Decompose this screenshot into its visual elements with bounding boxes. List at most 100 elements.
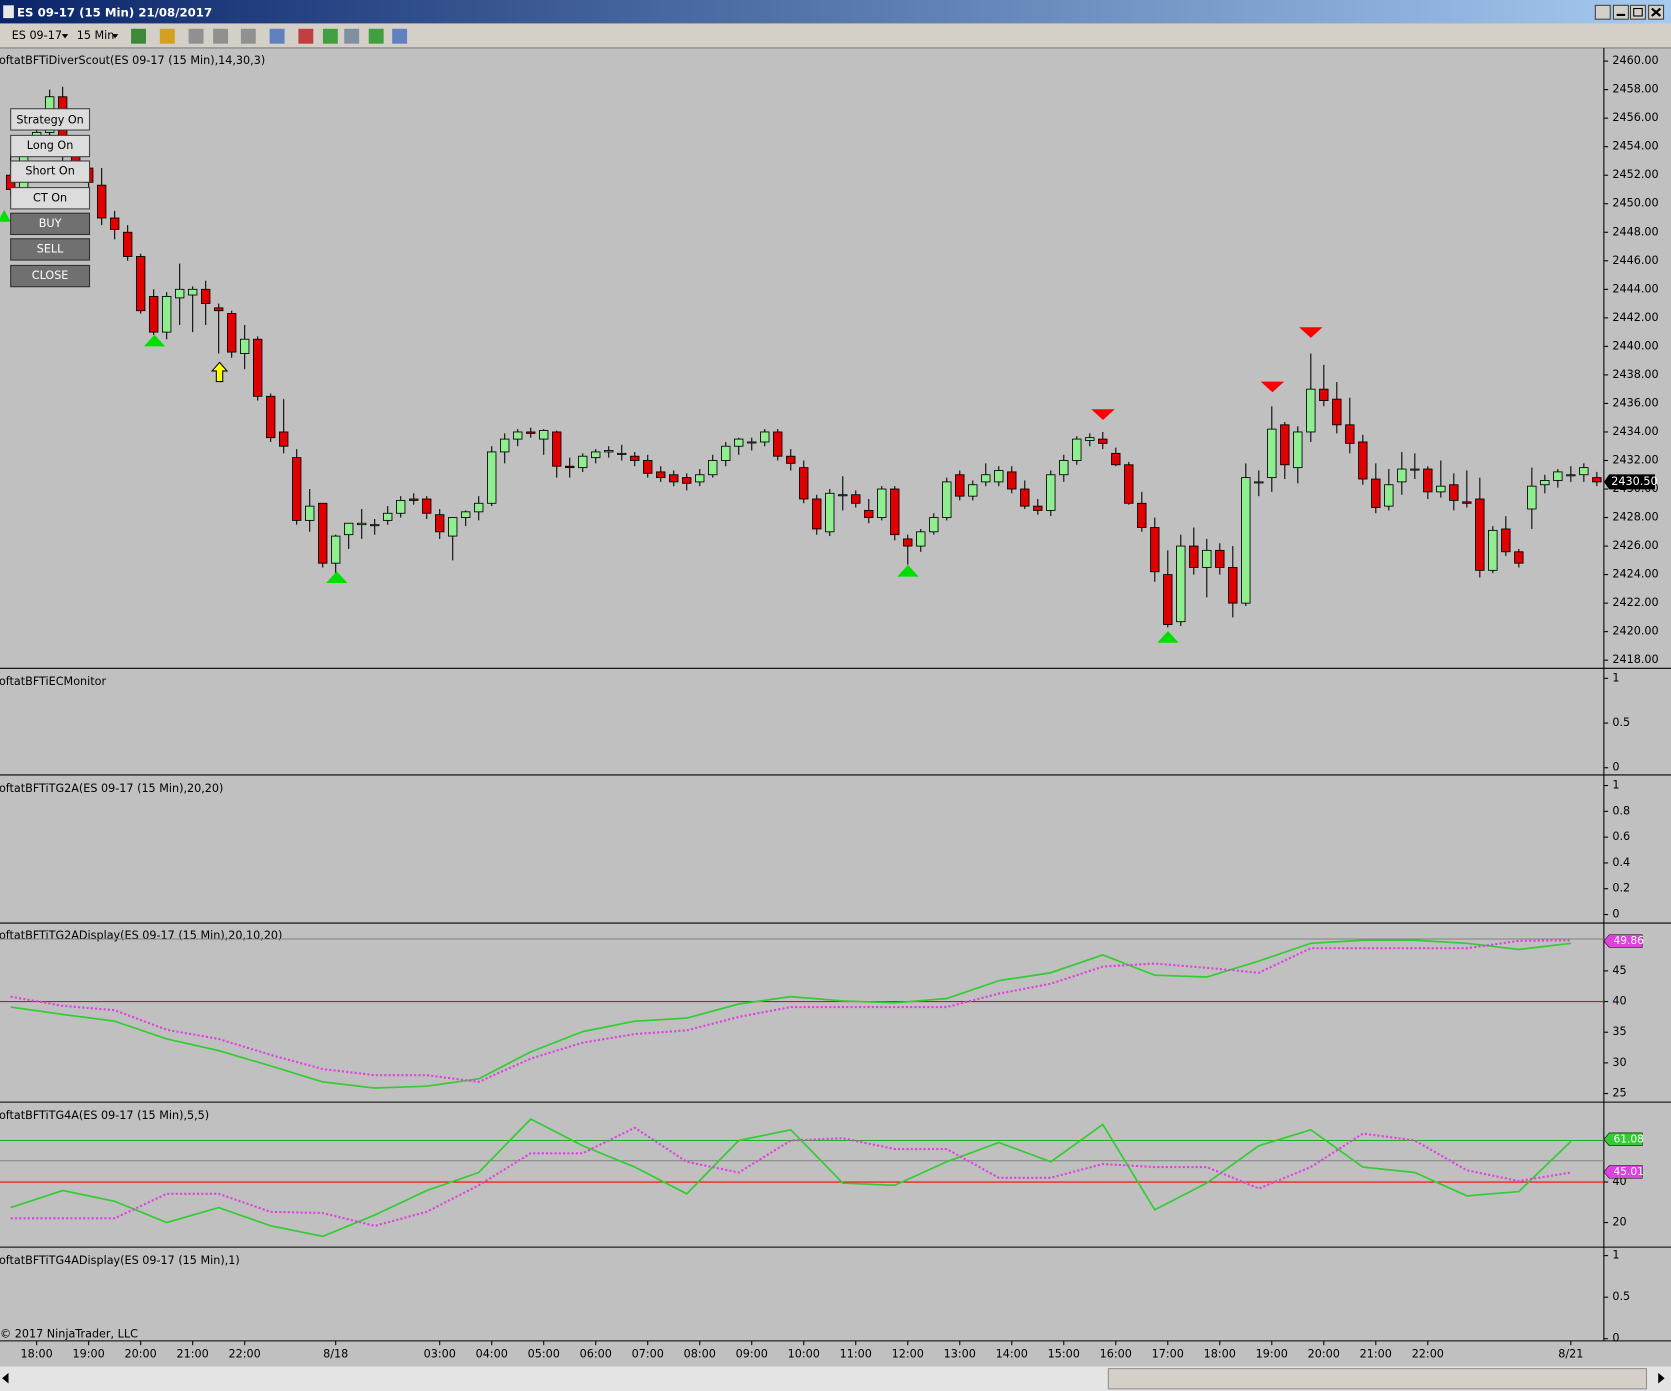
candle-body xyxy=(187,288,198,296)
y-tick-label: 0.4 xyxy=(1612,856,1630,869)
candle-body xyxy=(1241,477,1251,604)
candle-body xyxy=(773,431,783,457)
last-value-marker xyxy=(1603,1132,1643,1146)
candle-body xyxy=(734,438,744,447)
pane-label: oftatBFTiDiverScout(ES 09-17 (15 Min),14… xyxy=(0,54,265,67)
candle-body xyxy=(1358,441,1368,480)
x-tick-label: 22:00 xyxy=(1412,1348,1444,1361)
toolbar-icons[interactable] xyxy=(131,28,408,44)
x-tick-label: 06:00 xyxy=(580,1348,612,1361)
candle-body xyxy=(487,451,497,504)
y-tick-label: 2456.00 xyxy=(1612,111,1658,124)
candle-body xyxy=(747,441,757,444)
candle-body xyxy=(864,509,874,518)
candle-body xyxy=(1371,478,1381,508)
close-button[interactable]: CLOSE xyxy=(10,264,91,288)
y-tick-label: 2422.00 xyxy=(1612,596,1658,609)
candle-body xyxy=(1189,545,1199,568)
candle-body xyxy=(591,451,601,459)
interval-selector[interactable]: 15 Min xyxy=(77,29,119,42)
candle-body xyxy=(1332,398,1342,426)
candle-body xyxy=(1306,388,1316,433)
y-tick-label: 2438.00 xyxy=(1612,368,1658,381)
indicator-line xyxy=(10,1117,1572,1238)
y-tick-label: 2440.00 xyxy=(1612,339,1658,352)
candle-body xyxy=(721,445,731,461)
short-on-button[interactable]: Short On xyxy=(10,160,91,183)
candle-body xyxy=(357,522,367,526)
long-on-button[interactable]: Long On xyxy=(10,134,91,158)
candle-body xyxy=(1410,468,1420,471)
candle-body xyxy=(1488,529,1498,571)
candle-body xyxy=(994,470,1004,483)
candle-body xyxy=(1046,474,1056,511)
candle-body xyxy=(1527,485,1537,510)
button-label: Long On xyxy=(27,139,74,152)
x-tick-label: 20:00 xyxy=(125,1348,157,1361)
pane-label: oftatBFTiECMonitor xyxy=(0,675,106,688)
candle-body xyxy=(565,465,575,469)
x-tick-label: 19:00 xyxy=(1256,1348,1288,1361)
y-tick-label: 0 xyxy=(1612,908,1619,921)
y-tick-label: 2424.00 xyxy=(1612,568,1658,581)
candle-body xyxy=(279,431,289,447)
candle-body xyxy=(1176,545,1186,623)
plot-area: oftatBFTiDiverScout(ES 09-17 (15 Min),14… xyxy=(0,54,1671,1361)
ct-on-button[interactable]: CT On xyxy=(10,187,91,210)
candle-body xyxy=(1280,424,1290,466)
x-tick-label: 10:00 xyxy=(788,1348,820,1361)
y-tick-label: 2420.00 xyxy=(1612,625,1658,638)
candle-body xyxy=(669,474,679,483)
candle-body xyxy=(1267,428,1277,479)
candle-body xyxy=(1085,437,1095,441)
last-value-marker xyxy=(1603,934,1643,948)
candle-body xyxy=(1566,474,1576,477)
strategy-on-button[interactable]: Strategy On xyxy=(10,108,91,131)
candle-body xyxy=(96,184,107,219)
signal-markers xyxy=(0,209,1323,643)
candle-body xyxy=(331,535,341,564)
x-tick-label: 15:00 xyxy=(1048,1348,1080,1361)
candle-body xyxy=(903,538,913,547)
candle-body xyxy=(799,467,809,500)
button-label: BUY xyxy=(39,217,62,230)
candle-body xyxy=(1020,488,1030,507)
last-price-label: 2430.50 xyxy=(1611,475,1657,488)
candle-body xyxy=(135,256,146,312)
candle-body xyxy=(1592,477,1602,483)
instrument-selector[interactable]: ES 09-17 xyxy=(12,29,69,42)
candle-body xyxy=(1397,468,1407,483)
last-price-marker xyxy=(1603,474,1656,490)
candle-body xyxy=(760,431,770,443)
candle-body xyxy=(1579,467,1589,476)
y-tick-label: 2446.00 xyxy=(1612,254,1658,267)
candle-body xyxy=(213,307,224,312)
candle-body xyxy=(942,481,952,518)
candle-body xyxy=(292,457,302,521)
y-tick-label: 0 xyxy=(1612,1332,1619,1345)
window-controls[interactable] xyxy=(1594,4,1665,20)
candle-body xyxy=(1007,471,1017,490)
buy-button[interactable]: BUY xyxy=(10,212,91,236)
y-tick-label: 0.6 xyxy=(1612,830,1630,843)
x-tick-label: 12:00 xyxy=(892,1348,924,1361)
y-tick-label: 2418.00 xyxy=(1612,653,1658,666)
candle-body xyxy=(1475,498,1485,571)
x-tick-label: 05:00 xyxy=(528,1348,560,1361)
candle-body xyxy=(981,474,991,483)
last-value-label: 49.86 xyxy=(1613,934,1644,947)
scrollbar-thumb[interactable] xyxy=(1107,1368,1648,1390)
x-tick-label: 03:00 xyxy=(424,1348,456,1361)
candle-body xyxy=(1072,438,1082,461)
candle-body xyxy=(422,498,432,514)
x-tick-label: 21:00 xyxy=(1360,1348,1392,1361)
candle-body xyxy=(1137,502,1147,528)
candle-body xyxy=(474,502,484,513)
candle-body xyxy=(1228,567,1238,604)
sell-button[interactable]: SELL xyxy=(10,238,91,261)
candle-body xyxy=(1384,484,1394,507)
candle-body xyxy=(526,431,536,434)
candle-body xyxy=(226,313,237,353)
x-tick-label: 08:00 xyxy=(684,1348,716,1361)
